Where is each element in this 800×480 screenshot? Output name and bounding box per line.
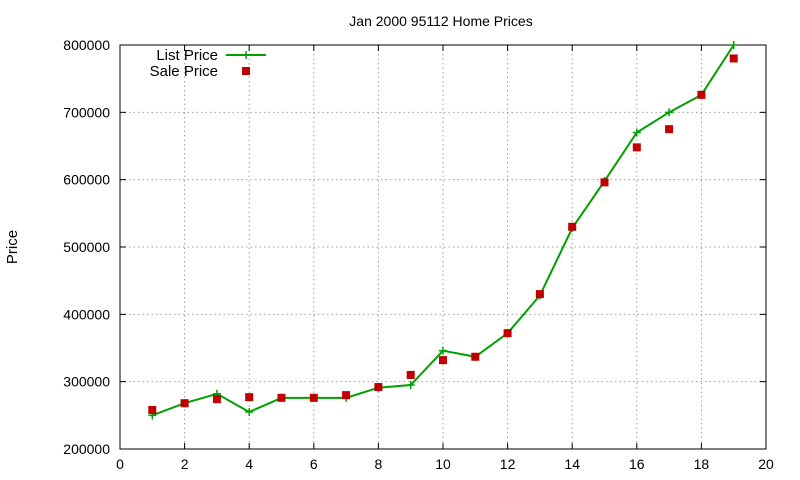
list-price-point <box>406 381 415 390</box>
sale-price-point <box>729 54 738 63</box>
list-price-point <box>245 407 254 416</box>
sale-price-point <box>503 329 512 338</box>
sale-price-point <box>148 405 157 414</box>
x-tick-label: 2 <box>181 456 189 472</box>
axis-layer: 0 2 4 6 8 10 12 14 16 18 20 200000 300000 400000 50000… <box>63 37 774 472</box>
y-tick-label: 500000 <box>63 239 110 255</box>
x-tick-label: 20 <box>758 456 774 472</box>
list-price-point <box>632 128 641 137</box>
x-tick-label: 8 <box>375 456 383 472</box>
sale-price-point <box>180 399 189 408</box>
sale-price-point <box>342 391 351 400</box>
sale-price-point <box>277 393 286 402</box>
sale-price-point <box>374 383 383 392</box>
y-tick-label: 400000 <box>63 306 110 322</box>
sale-price-point <box>697 90 706 99</box>
sale-price-point <box>632 143 641 152</box>
y-tick-label: 300000 <box>63 374 110 390</box>
y-tick-label: 600000 <box>63 172 110 188</box>
list-price-point <box>729 41 738 49</box>
x-tick-label: 14 <box>564 456 580 472</box>
series-layer <box>148 41 738 420</box>
sale-price-point <box>406 370 415 379</box>
legend-label: List Price <box>156 47 218 64</box>
sale-price-point <box>665 125 674 134</box>
y-axis-title: Price <box>4 230 21 264</box>
chart-title: Jan 2000 95112 Home Prices <box>349 13 532 29</box>
x-tick-label: 16 <box>629 456 645 472</box>
legend-plus-marker <box>242 51 250 59</box>
sale-price-point <box>568 222 577 231</box>
legend-square-marker <box>242 67 250 75</box>
list-price-point <box>439 346 447 355</box>
sale-price-point <box>535 290 544 299</box>
legend-label: Sale Price <box>150 63 218 80</box>
list-price-point <box>665 108 674 117</box>
sale-price-point <box>245 393 254 402</box>
sale-price-point <box>600 178 609 187</box>
x-tick-label: 12 <box>500 456 516 472</box>
x-tick-label: 18 <box>694 456 710 472</box>
x-tick-label: 4 <box>245 456 253 472</box>
y-tick-label: 800000 <box>63 37 110 53</box>
sale-price-point <box>212 395 221 404</box>
sale-price-point <box>471 352 480 361</box>
x-tick-label: 0 <box>116 456 124 472</box>
x-tick-label: 6 <box>310 456 318 472</box>
sale-price-point <box>309 393 318 402</box>
x-tick-label: 10 <box>435 456 451 472</box>
y-tick-label: 200000 <box>63 441 110 457</box>
series-sale-price <box>148 54 738 414</box>
sale-price-point <box>439 356 447 365</box>
y-tick-label: 700000 <box>63 104 110 120</box>
